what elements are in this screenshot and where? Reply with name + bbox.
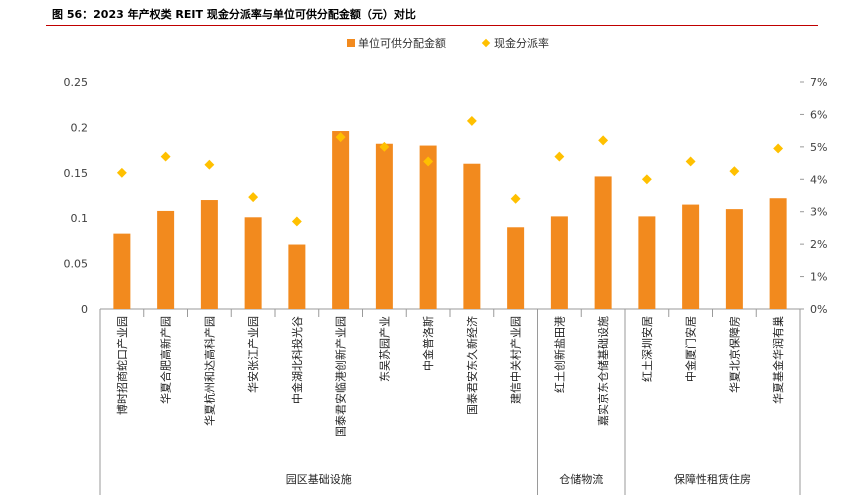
group-label: 园区基础设施 (286, 473, 352, 486)
category-label: 国泰君安东久新经济 (465, 316, 479, 415)
category-label: 建信中关村产业园 (509, 316, 523, 404)
bar (550, 216, 568, 309)
bar (682, 204, 700, 309)
category-label: 东吴苏园产业 (377, 316, 391, 382)
bar (244, 217, 262, 309)
data-point (598, 135, 609, 146)
data-point (116, 167, 127, 178)
group-label: 仓储物流 (559, 472, 603, 486)
y-right-tick-label: 0% (810, 303, 827, 316)
bar (113, 233, 131, 309)
legend-label-point: 现金分派率 (494, 36, 549, 50)
category-label: 中金湖北科投光谷 (290, 316, 304, 404)
category-label: 华夏基金华润有巢 (771, 316, 785, 404)
y-left-tick-label: 0.2 (71, 121, 89, 134)
y-left-tick-label: 0.25 (64, 76, 89, 89)
data-point (729, 166, 740, 177)
bar (769, 198, 787, 309)
y-right-tick-label: 4% (810, 173, 827, 186)
category-label: 中金普洛斯 (421, 316, 435, 371)
y-right-tick-label: 5% (810, 141, 827, 154)
title-rule (46, 25, 818, 26)
data-point (685, 156, 696, 167)
category-label: 华安张江产业园 (246, 316, 260, 393)
y-right-tick-label: 3% (810, 206, 827, 219)
group-label: 保障性租赁住房 (674, 472, 751, 486)
bar (288, 244, 306, 309)
bar (463, 163, 481, 309)
data-point (773, 143, 784, 154)
bar (375, 143, 393, 309)
data-point (248, 192, 259, 203)
category-label: 博时招商蛇口产业园 (115, 316, 129, 415)
y-right-tick-label: 7% (810, 76, 827, 89)
bar (200, 200, 218, 309)
category-label: 华夏合肥高新产园 (159, 316, 173, 404)
bar (725, 209, 743, 309)
category-label: 国泰君安临港创新产业园 (334, 316, 348, 437)
legend-swatch-point (481, 38, 491, 48)
data-point (291, 216, 302, 227)
y-left-tick-label: 0 (81, 303, 88, 316)
y-left-tick-label: 0.15 (64, 167, 89, 180)
data-point (466, 115, 477, 126)
y-left-tick-label: 0.05 (64, 258, 89, 271)
y-right-tick-label: 6% (810, 108, 827, 121)
category-label: 华夏北京保障房 (727, 316, 741, 393)
data-point (510, 193, 521, 204)
category-label: 中金厦门安居 (684, 316, 698, 382)
data-point (204, 159, 215, 170)
category-label: 红土创新盐田港 (552, 316, 566, 393)
category-label: 嘉实京东仓储基础设施 (596, 316, 610, 426)
legend-swatch-bar (347, 39, 355, 47)
data-point (379, 141, 390, 152)
chart-title: 图 56：2023 年产权类 REIT 现金分派率与单位可供分配金额（元）对比 (52, 8, 416, 21)
category-label: 华夏杭州和达高科产园 (202, 316, 216, 426)
bar (419, 145, 437, 309)
category-label: 红土深圳安居 (640, 316, 654, 382)
data-point (554, 151, 565, 162)
bar (157, 210, 175, 309)
data-point (335, 132, 346, 143)
data-point (641, 174, 652, 185)
data-point (160, 151, 171, 162)
y-left-tick-label: 0.1 (71, 212, 89, 225)
bar (507, 227, 525, 309)
data-point (423, 156, 434, 167)
bar (638, 216, 656, 309)
bar (594, 176, 612, 309)
bar (332, 131, 350, 309)
y-right-tick-label: 1% (810, 271, 827, 284)
legend-label-bar: 单位可供分配金额 (358, 36, 446, 50)
y-right-tick-label: 2% (810, 238, 827, 251)
